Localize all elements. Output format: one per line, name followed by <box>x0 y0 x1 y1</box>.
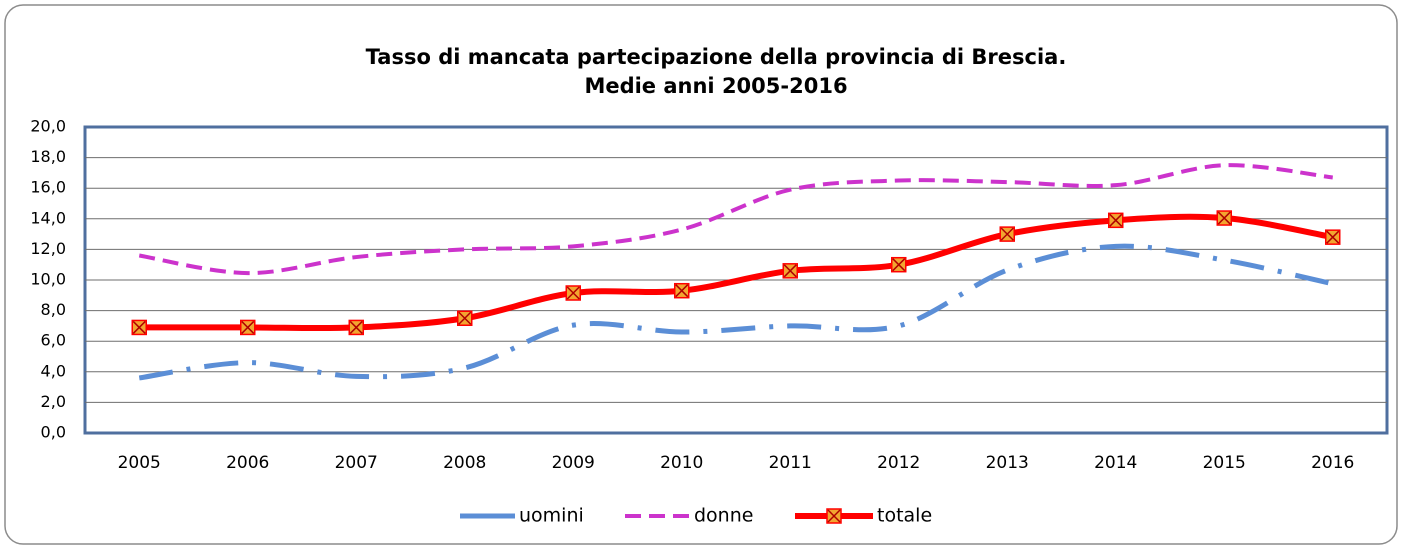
x-tick-label: 2016 <box>1311 453 1354 473</box>
x-tick-label: 2006 <box>226 453 269 473</box>
series-line <box>138 243 1334 381</box>
marker-x <box>892 258 906 272</box>
marker-x <box>566 286 580 300</box>
marker-x <box>1217 211 1231 225</box>
marker <box>826 508 842 524</box>
x-tick-label: 2014 <box>1094 453 1137 473</box>
x-tick-label: 2013 <box>986 453 1029 473</box>
marker-x <box>783 264 797 278</box>
marker-x <box>1000 227 1014 241</box>
x-tick-label: 2008 <box>443 453 486 473</box>
marker-x <box>675 284 689 298</box>
legend-label: totale <box>877 505 932 527</box>
marker-x <box>1109 213 1123 227</box>
y-tick-label: 6,0 <box>41 331 66 350</box>
x-tick-label: 2015 <box>1203 453 1246 473</box>
marker <box>457 310 473 326</box>
marker-x <box>132 320 146 334</box>
y-tick-label: 20,0 <box>30 117 66 136</box>
chart-subtitle: Medie anni 2005-2016 <box>584 74 847 98</box>
series-line <box>139 213 1334 332</box>
marker-x <box>1326 230 1340 244</box>
chart-title: Tasso di mancata partecipazione della pr… <box>366 45 1067 69</box>
x-tick-label: 2005 <box>118 453 161 473</box>
marker <box>1325 229 1341 245</box>
x-tick-label: 2007 <box>335 453 378 473</box>
marker <box>674 282 690 299</box>
y-tick-label: 16,0 <box>30 178 66 197</box>
marker <box>131 319 147 336</box>
y-tick-label: 2,0 <box>41 392 66 411</box>
x-tick-label: 2009 <box>552 453 595 473</box>
y-tick-label: 0,0 <box>41 423 66 442</box>
marker <box>1108 212 1124 229</box>
marker <box>999 226 1015 242</box>
x-tick-label: 2012 <box>877 453 920 473</box>
marker-x <box>241 320 255 334</box>
y-tick-label: 8,0 <box>41 300 66 319</box>
marker <box>240 319 256 336</box>
y-tick-label: 14,0 <box>30 208 66 227</box>
x-tick-label: 2010 <box>660 453 703 473</box>
series-line <box>138 163 1333 276</box>
marker <box>782 263 798 279</box>
marker-x <box>349 320 363 334</box>
y-tick-label: 18,0 <box>30 147 66 166</box>
y-tick-label: 4,0 <box>41 361 66 380</box>
marker-x <box>458 311 472 325</box>
legend-label: uomini <box>519 505 584 527</box>
y-tick-label: 12,0 <box>30 239 66 258</box>
marker <box>891 256 907 273</box>
marker <box>348 319 364 336</box>
legend-label: donne <box>694 505 753 527</box>
marker <box>565 285 581 301</box>
marker-x <box>827 509 841 523</box>
y-tick-label: 10,0 <box>30 270 66 289</box>
x-tick-label: 2011 <box>769 453 812 473</box>
marker <box>1216 210 1232 226</box>
